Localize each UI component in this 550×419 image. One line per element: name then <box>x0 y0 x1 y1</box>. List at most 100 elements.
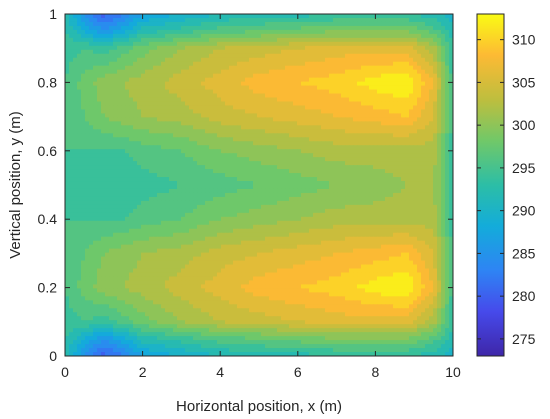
contour-cell <box>417 14 422 19</box>
contour-cell <box>177 121 182 126</box>
contour-cell <box>221 49 226 55</box>
contour-cell <box>413 89 418 95</box>
contour-cell <box>401 69 406 75</box>
contour-cell <box>281 109 286 115</box>
contour-cell <box>305 121 310 126</box>
contour-cell <box>221 177 226 182</box>
contour-cell <box>317 69 322 75</box>
contour-cell <box>333 212 338 218</box>
contour-cell <box>377 196 382 202</box>
contour-cell <box>333 133 338 138</box>
contour-cell <box>345 53 350 59</box>
contour-cell <box>237 200 242 206</box>
contour-cell <box>181 14 186 19</box>
contour-cell <box>101 177 106 182</box>
contour-cell <box>377 97 382 103</box>
contour-cell <box>93 196 98 202</box>
contour-cell <box>265 196 270 202</box>
contour-cell <box>149 69 154 75</box>
contour-cell <box>117 169 122 174</box>
contour-cell <box>373 89 378 95</box>
contour-cell <box>249 216 254 222</box>
contour-cell <box>369 65 374 71</box>
contour-cell <box>205 188 210 194</box>
contour-cell <box>181 53 186 59</box>
contour-cell <box>229 29 234 35</box>
contour-cell <box>305 37 310 43</box>
contour-cell <box>337 200 342 206</box>
contour-cell <box>69 216 74 222</box>
contour-cell <box>269 165 274 170</box>
contour-cell <box>265 181 270 186</box>
contour-cell <box>209 33 214 39</box>
contour-cell <box>201 161 206 166</box>
contour-cell <box>441 53 446 59</box>
contour-cell <box>309 81 314 87</box>
contour-cell <box>81 97 86 103</box>
contour-cell <box>249 77 254 83</box>
contour-cell <box>325 45 330 51</box>
contour-cell <box>177 17 182 23</box>
contour-cell <box>373 109 378 115</box>
contour-cell <box>165 61 170 67</box>
contour-cell <box>149 14 154 19</box>
contour-cell <box>305 33 310 39</box>
contour-cell <box>117 157 122 162</box>
contour-cell <box>197 129 202 134</box>
contour-cell <box>413 169 418 174</box>
contour-cell <box>289 45 294 51</box>
contour-cell <box>321 121 326 126</box>
contour-cell <box>237 161 242 166</box>
contour-cell <box>201 185 206 190</box>
contour-cell <box>397 105 402 111</box>
contour-cell <box>165 57 170 63</box>
contour-cell <box>365 121 370 126</box>
contour-cell <box>337 157 342 162</box>
contour-cell <box>405 181 410 186</box>
contour-cell <box>229 161 234 166</box>
contour-cell <box>205 17 210 23</box>
contour-cell <box>125 141 130 146</box>
contour-cell <box>161 129 166 134</box>
contour-cell <box>153 208 158 214</box>
contour-cell <box>73 188 78 194</box>
contour-cell <box>241 14 246 19</box>
contour-cell <box>249 188 254 194</box>
contour-cell <box>129 29 134 35</box>
contour-cell <box>341 109 346 115</box>
contour-cell <box>185 81 190 87</box>
contour-cell <box>325 89 330 95</box>
contour-cell <box>181 49 186 55</box>
contour-cell <box>449 177 453 182</box>
contour-cell <box>213 173 218 178</box>
contour-cell <box>121 81 126 87</box>
contour-cell <box>289 97 294 103</box>
contour-cell <box>305 101 310 107</box>
contour-cell <box>125 145 130 150</box>
contour-cell <box>77 97 82 103</box>
contour-cell <box>137 188 142 194</box>
contour-cell <box>149 65 154 71</box>
contour-cell <box>369 181 374 186</box>
contour-cell <box>201 101 206 107</box>
contour-cell <box>105 57 110 63</box>
contour-cell <box>201 181 206 186</box>
contour-cell <box>317 149 322 154</box>
contour-cell <box>217 121 222 126</box>
contour-cell <box>413 25 418 31</box>
contour-cell <box>277 37 282 43</box>
contour-cell <box>357 188 362 194</box>
contour-cell <box>217 188 222 194</box>
contour-cell <box>157 81 162 87</box>
contour-cell <box>97 45 102 51</box>
contour-cell <box>109 200 114 206</box>
contour-cell <box>153 93 158 99</box>
contour-cell <box>65 173 70 178</box>
contour-cell <box>221 188 226 194</box>
contour-cell <box>133 137 138 142</box>
contour-cell <box>81 145 86 150</box>
contour-cell <box>181 21 186 27</box>
contour-cell <box>289 65 294 71</box>
contour-cell <box>73 73 78 79</box>
contour-cell <box>149 216 154 222</box>
